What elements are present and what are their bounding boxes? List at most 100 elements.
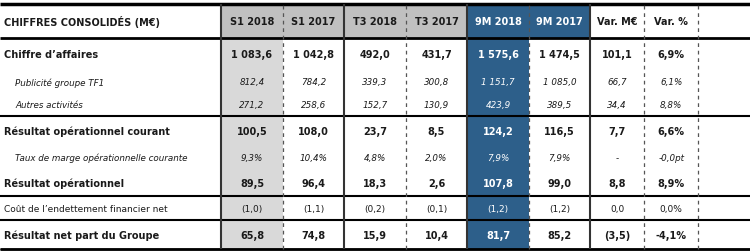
Text: 108,0: 108,0 [298,127,329,137]
Bar [221,5,283,39]
Bar [0,5,221,39]
Text: 7,7: 7,7 [609,127,625,137]
Text: (1,0): (1,0) [242,204,262,213]
Text: 18,3: 18,3 [363,178,387,188]
Text: 784,2: 784,2 [301,78,326,87]
Bar [221,220,283,249]
Text: 492,0: 492,0 [360,50,390,60]
Text: 8,9%: 8,9% [658,178,685,188]
Bar [406,5,467,39]
Text: 2,0%: 2,0% [425,154,448,163]
Text: 1 474,5: 1 474,5 [539,50,580,60]
Bar [467,170,529,197]
Text: 7,9%: 7,9% [548,154,571,163]
Text: 15,9: 15,9 [363,230,387,240]
Text: 1 083,6: 1 083,6 [232,50,272,60]
Text: 389,5: 389,5 [547,101,572,110]
Text: 0,0: 0,0 [610,204,624,213]
Text: (1,2): (1,2) [549,204,570,213]
Text: -4,1%: -4,1% [656,230,687,240]
Text: 339,3: 339,3 [362,78,388,87]
Text: 300,8: 300,8 [424,78,449,87]
Bar [221,170,283,197]
Text: 10,4%: 10,4% [299,154,328,163]
Bar [644,5,698,39]
Text: 65,8: 65,8 [240,230,264,240]
Bar [221,197,283,220]
Text: 7,9%: 7,9% [487,154,509,163]
Text: (1,1): (1,1) [303,204,324,213]
Text: 23,7: 23,7 [363,127,387,137]
Bar [221,146,283,170]
Text: 6,6%: 6,6% [658,127,685,137]
Text: 2,6: 2,6 [427,178,445,188]
Bar [221,94,283,117]
Bar [221,71,283,94]
Text: 100,5: 100,5 [236,127,267,137]
Text: 99,0: 99,0 [548,178,572,188]
Bar [467,197,529,220]
Text: 124,2: 124,2 [483,127,513,137]
Text: 9,3%: 9,3% [241,154,263,163]
Bar [467,220,529,249]
Bar [467,39,529,71]
Text: CHIFFRES CONSOLIDÉS (M€): CHIFFRES CONSOLIDÉS (M€) [4,16,160,28]
Text: S1 2017: S1 2017 [291,17,336,27]
Text: 130,9: 130,9 [424,101,449,110]
Text: 116,5: 116,5 [544,127,574,137]
Text: Var. M€: Var. M€ [597,17,638,27]
Text: (3,5): (3,5) [604,230,630,240]
Bar [344,5,406,39]
Bar [467,146,529,170]
Bar [467,71,529,94]
Text: 9M 2017: 9M 2017 [536,17,583,27]
Text: 258,6: 258,6 [301,101,326,110]
Text: 10,4: 10,4 [424,230,448,240]
Text: Résultat net part du Groupe: Résultat net part du Groupe [4,230,160,240]
Text: -0,0pt: -0,0pt [658,154,684,163]
Text: Var. %: Var. % [654,17,688,27]
Text: Taux de marge opérationnelle courante: Taux de marge opérationnelle courante [15,153,188,163]
Text: 1 151,7: 1 151,7 [482,78,514,87]
Text: -: - [616,154,619,163]
Text: 6,9%: 6,9% [658,50,685,60]
Text: 431,7: 431,7 [422,50,452,60]
Text: Publicité groupe TF1: Publicité groupe TF1 [15,78,104,87]
Bar [467,5,529,39]
Text: 271,2: 271,2 [239,101,265,110]
Text: (1,2): (1,2) [488,204,508,213]
Text: 152,7: 152,7 [362,101,388,110]
Text: 89,5: 89,5 [240,178,264,188]
Bar [590,5,644,39]
Text: 812,4: 812,4 [239,78,265,87]
Bar [467,117,529,146]
Text: 85,2: 85,2 [548,230,572,240]
Text: 8,8: 8,8 [608,178,626,188]
Text: 0,0%: 0,0% [660,204,682,213]
Text: 66,7: 66,7 [608,78,627,87]
Text: Coût de l’endettement financier net: Coût de l’endettement financier net [4,204,168,213]
Text: 34,4: 34,4 [608,101,627,110]
Text: 74,8: 74,8 [302,230,326,240]
Text: 107,8: 107,8 [482,178,514,188]
Text: Autres activités: Autres activités [15,101,82,110]
Text: 8,5: 8,5 [427,127,445,137]
Text: 101,1: 101,1 [602,50,632,60]
Text: T3 2017: T3 2017 [415,17,458,27]
Text: 1 042,8: 1 042,8 [293,50,334,60]
Text: 8,8%: 8,8% [660,101,682,110]
Text: Résultat opérationnel courant: Résultat opérationnel courant [4,126,170,137]
Text: 81,7: 81,7 [486,230,510,240]
Text: Chiffre d’affaires: Chiffre d’affaires [4,50,99,60]
Text: 1 575,6: 1 575,6 [478,50,518,60]
Bar [221,117,283,146]
Text: (0,1): (0,1) [426,204,447,213]
Bar [467,94,529,117]
Text: S1 2018: S1 2018 [230,17,274,27]
Text: 96,4: 96,4 [302,178,326,188]
Bar [283,5,344,39]
Text: 9M 2018: 9M 2018 [475,17,521,27]
Text: 6,1%: 6,1% [660,78,682,87]
Bar [221,39,283,71]
Bar [529,5,590,39]
